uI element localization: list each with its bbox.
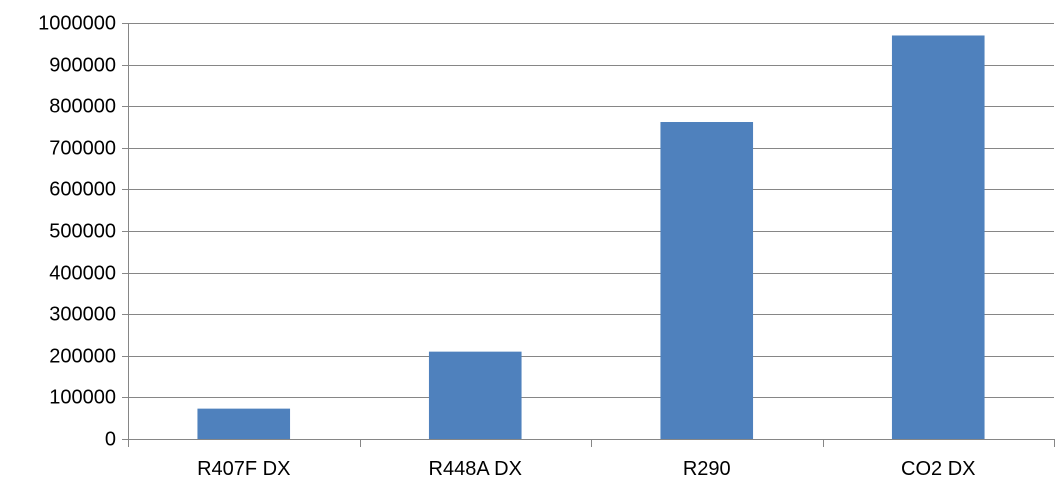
bar-co2-dx: [891, 35, 985, 439]
y-tick-label: 100000: [49, 387, 116, 409]
x-tick-label: R407F DX: [197, 458, 290, 480]
y-tick-label: 200000: [49, 346, 116, 368]
x-tick-labels: R407F DX R448A DX R290 CO2 DX: [197, 458, 975, 480]
gridlines: [128, 23, 1054, 398]
y-tick-label: 900000: [49, 55, 116, 77]
y-tick-label: 0: [105, 429, 116, 451]
x-tick-label: CO2 DX: [901, 458, 975, 480]
y-tick-label: 1000000: [38, 13, 116, 35]
y-tick-label: 500000: [49, 221, 116, 243]
bars: [197, 35, 985, 440]
bar-r290: [660, 122, 754, 440]
x-tick-label: R448A DX: [429, 458, 522, 480]
x-tick-label: R290: [683, 458, 731, 480]
y-tick-label: 300000: [49, 304, 116, 326]
bar-r407f-dx: [197, 408, 291, 439]
y-tick-labels: 0 100000 200000 300000 400000 500000 600000 700…: [38, 13, 116, 451]
y-tick-label: 600000: [49, 179, 116, 201]
axes: [122, 23, 1055, 447]
bar-r448a-dx: [428, 351, 522, 439]
y-tick-label: 800000: [49, 96, 116, 118]
y-tick-label: 700000: [49, 138, 116, 160]
y-tick-label: 400000: [49, 263, 116, 285]
